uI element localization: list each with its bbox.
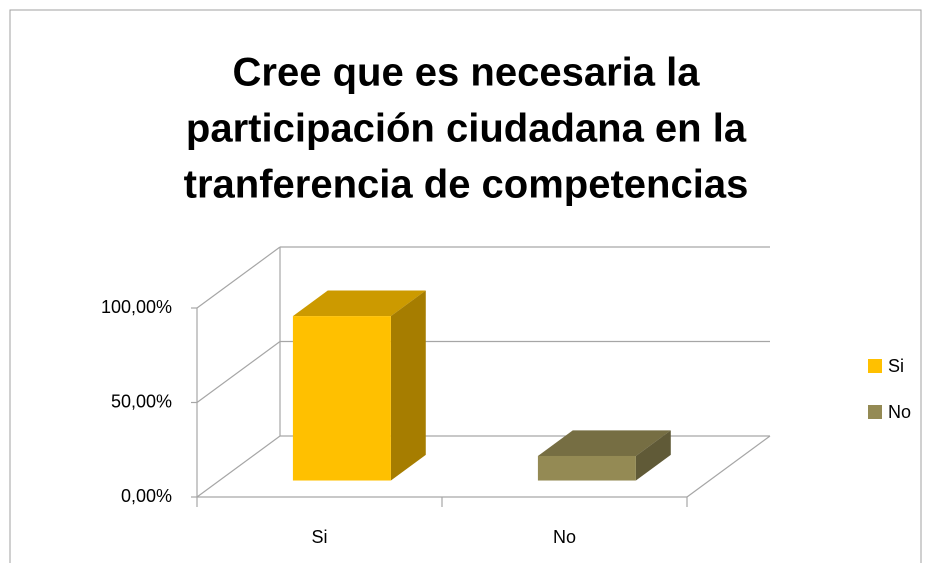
grid-line — [196, 435, 281, 498]
legend-label: Si — [888, 356, 904, 376]
y-tick-label: 50,00% — [111, 391, 172, 411]
chart-border — [9, 9, 922, 563]
legend-swatch — [868, 405, 882, 419]
grid-line — [196, 246, 281, 309]
bar-side — [635, 430, 671, 481]
chart-title: Cree que es necesaria la — [233, 51, 701, 95]
y-tick-label: 0,00% — [121, 486, 172, 506]
bar-side — [390, 290, 426, 481]
legend-label: No — [888, 402, 911, 422]
chart-title: participación ciudadana en la — [186, 107, 747, 151]
chart-title: tranferencia de competencias — [184, 163, 749, 207]
grid-line — [196, 341, 281, 403]
floor-line — [686, 435, 771, 498]
bar-top — [537, 430, 671, 456]
bar — [537, 455, 636, 481]
legend-swatch — [868, 359, 882, 373]
y-tick-label: 100,00% — [101, 297, 172, 317]
x-tick-label: No — [553, 527, 576, 547]
bar-top — [292, 290, 426, 317]
x-tick-label: Si — [311, 527, 327, 547]
bar — [292, 316, 391, 481]
